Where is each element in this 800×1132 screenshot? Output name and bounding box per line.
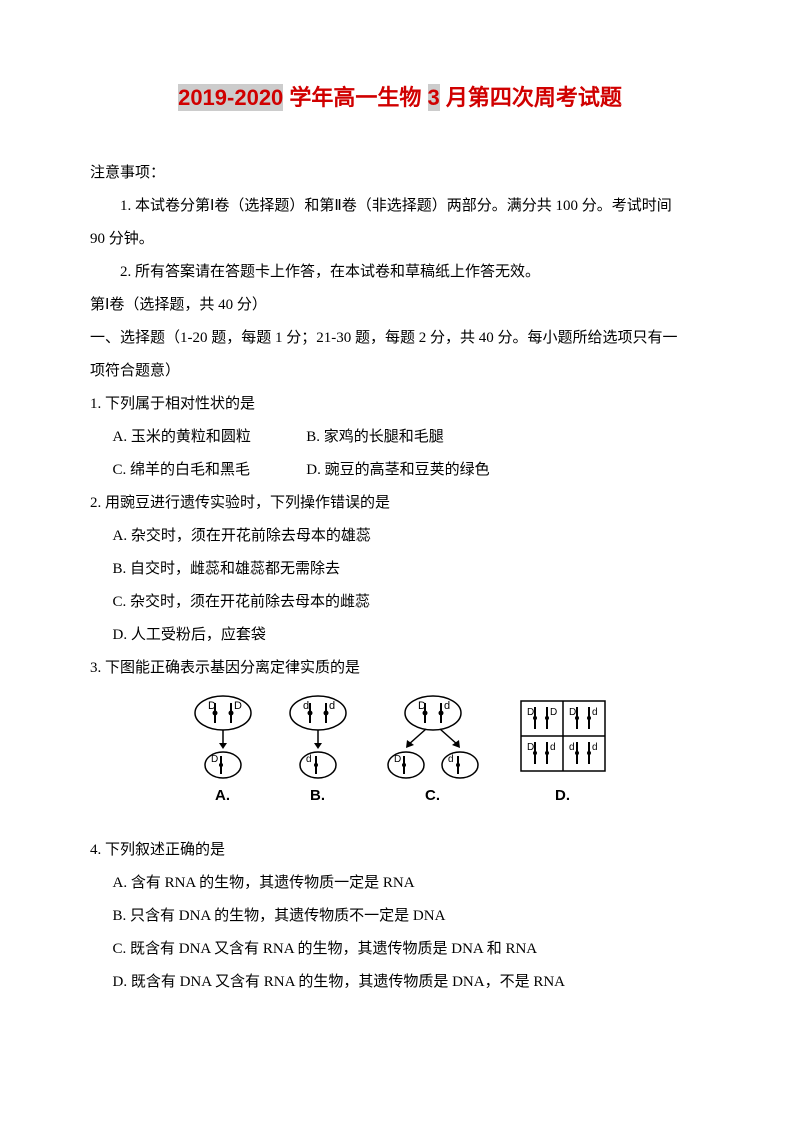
svg-text:D: D: [527, 707, 534, 718]
q4-stem: 4. 下列叙述正确的是: [90, 834, 710, 867]
spacer: [90, 814, 710, 834]
q4-opt-a: A. 含有 RNA 的生物，其遗传物质一定是 RNA: [90, 867, 710, 900]
q3-label-a: A.: [188, 787, 258, 804]
svg-text:d: d: [569, 742, 575, 753]
notice-1-line2: 90 分钟。: [90, 223, 710, 256]
exam-title: 2019-2020 学年高一生物 3 月第四次周考试题: [90, 80, 710, 112]
q2-stem: 2. 用豌豆进行遗传实验时，下列操作错误的是: [90, 487, 710, 520]
q3-diagram-b: d d d B.: [283, 693, 353, 804]
title-part2: 学年高一生物: [283, 85, 427, 110]
q3-diagram-row: D D D A. d d d: [90, 693, 710, 804]
q1-opt-d: D. 豌豆的高茎和豆荚的绿色: [306, 454, 489, 487]
q2-opt-b: B. 自交时，雌蕊和雄蕊都无需除去: [90, 553, 710, 586]
svg-text:D: D: [234, 700, 242, 712]
q1-opt-b: B. 家鸡的长腿和毛腿: [306, 421, 444, 454]
svg-text:D: D: [569, 707, 576, 718]
svg-text:d: d: [592, 742, 598, 753]
svg-text:d: d: [306, 754, 312, 765]
q1-stem: 1. 下列属于相对性状的是: [90, 388, 710, 421]
q4-opt-b: B. 只含有 DNA 的生物，其遗传物质不一定是 DNA: [90, 900, 710, 933]
svg-text:D: D: [527, 742, 534, 753]
section1-line1: 一、选择题（1-20 题，每题 1 分；21-30 题，每题 2 分，共 40 …: [90, 322, 710, 355]
q2-opt-c: C. 杂交时，须在开花前除去母本的雌蕊: [90, 586, 710, 619]
title-part4: 月第四次周考试题: [440, 85, 622, 110]
q3-label-d: D.: [513, 787, 613, 804]
q3-diagram-d: D D D d D d d d D.: [513, 693, 613, 804]
q2-opt-d: D. 人工受粉后，应套袋: [90, 619, 710, 652]
q2-opt-a: A. 杂交时，须在开花前除去母本的雄蕊: [90, 520, 710, 553]
svg-text:d: d: [592, 707, 598, 718]
svg-text:D: D: [394, 754, 401, 765]
section1-line2: 项符合题意）: [90, 355, 710, 388]
q1-row2: C. 绵羊的白毛和黑毛 D. 豌豆的高茎和豆荚的绿色: [90, 454, 710, 487]
q4-opt-d: D. 既含有 DNA 又含有 RNA 的生物，其遗传物质是 DNA，不是 RNA: [90, 966, 710, 999]
q1-opt-c: C. 绵羊的白毛和黑毛: [113, 454, 303, 487]
q1-row1: A. 玉米的黄粒和圆粒 B. 家鸡的长腿和毛腿: [90, 421, 710, 454]
q3-label-b: B.: [283, 787, 353, 804]
svg-text:d: d: [329, 700, 335, 712]
title-part1: 2019-2020: [178, 84, 283, 111]
q1-opt-a: A. 玉米的黄粒和圆粒: [113, 421, 303, 454]
svg-text:d: d: [303, 700, 309, 712]
svg-text:d: d: [550, 742, 556, 753]
part1-header: 第Ⅰ卷（选择题，共 40 分）: [90, 289, 710, 322]
notice-header: 注意事项：: [90, 157, 710, 190]
q3-label-c: C.: [378, 787, 488, 804]
title-part3: 3: [428, 84, 440, 111]
svg-text:d: d: [448, 754, 454, 765]
q3-diagram-c: D d D d C.: [378, 693, 488, 804]
q3-stem: 3. 下图能正确表示基因分离定律实质的是: [90, 652, 710, 685]
notice-2: 2. 所有答案请在答题卡上作答，在本试卷和草稿纸上作答无效。: [90, 256, 710, 289]
q3-diagram-a: D D D A.: [188, 693, 258, 804]
q4-opt-c: C. 既含有 DNA 又含有 RNA 的生物，其遗传物质是 DNA 和 RNA: [90, 933, 710, 966]
svg-text:D: D: [550, 707, 557, 718]
svg-text:d: d: [444, 700, 450, 712]
notice-1-line1: 1. 本试卷分第Ⅰ卷（选择题）和第Ⅱ卷（非选择题）两部分。满分共 100 分。考…: [90, 190, 710, 223]
svg-text:D: D: [211, 754, 218, 765]
